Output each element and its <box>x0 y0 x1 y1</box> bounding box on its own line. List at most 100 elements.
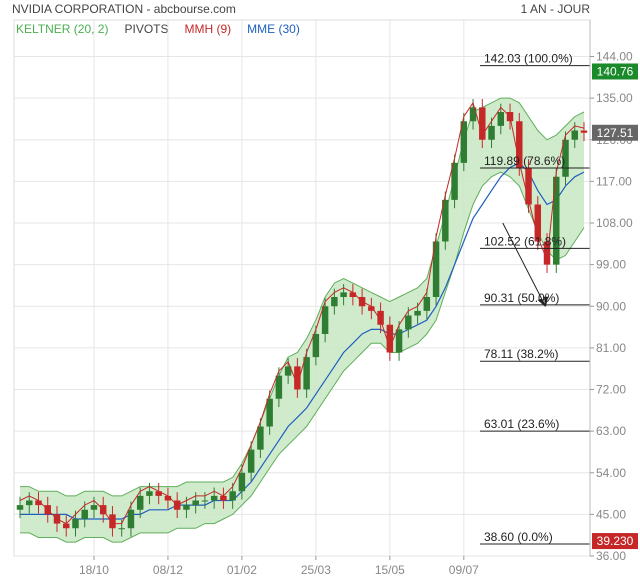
y-tick-label: 135.00 <box>596 91 633 105</box>
candle-body <box>405 315 412 330</box>
candle-body <box>543 241 551 265</box>
candle-body <box>62 523 70 529</box>
price-badge-high <box>592 63 638 80</box>
candle-body <box>553 176 560 265</box>
candle-body <box>257 426 264 450</box>
mmh-line <box>19 101 585 525</box>
fib-level-label: 78.11 (38.2%) <box>484 347 559 361</box>
candle-body <box>414 310 421 316</box>
x-tick-label: 09/07 <box>449 563 479 577</box>
candle-body <box>580 130 588 133</box>
candle-body <box>155 491 162 496</box>
candle-body <box>229 491 236 501</box>
candle-body <box>16 505 24 510</box>
candle-body <box>210 495 218 501</box>
y-tick-label: 72.00 <box>596 383 626 397</box>
y-tick-label: 45.00 <box>596 507 626 521</box>
trend-arrow <box>502 222 546 307</box>
candle-body <box>201 500 209 502</box>
candle-body <box>377 310 384 325</box>
x-tick-label: 25/03 <box>301 563 331 577</box>
candle-body <box>72 519 79 529</box>
candle-body <box>516 121 523 168</box>
price-badge-label: 39.230 <box>597 534 634 548</box>
y-tick-label: 117.00 <box>596 174 632 188</box>
keltner-lower-line <box>20 171 585 543</box>
candle-body <box>118 528 125 530</box>
price-badge-label: 127.51 <box>597 126 634 140</box>
fib-level-label: 63.01 (23.6%) <box>484 417 559 431</box>
candle-body <box>340 292 347 297</box>
legend-item[interactable]: MME (30) <box>247 22 300 36</box>
candle-body <box>192 500 199 506</box>
candle-body <box>136 495 144 510</box>
mme-line <box>20 162 585 520</box>
candle-body <box>284 366 292 376</box>
candle-body <box>386 324 394 353</box>
candle-body <box>349 292 357 297</box>
y-tick-label: 90.00 <box>596 299 626 313</box>
price-badge-label: 140.76 <box>597 64 634 78</box>
legend-item[interactable]: KELTNER (20, 2) <box>16 22 109 36</box>
candle-body <box>183 505 190 510</box>
candle-body <box>26 500 33 506</box>
y-tick-label: 36.00 <box>596 549 626 563</box>
candle-body <box>488 125 495 140</box>
trend-arrow-head <box>537 296 549 307</box>
candle-body <box>238 472 246 492</box>
chart-title: NVIDIA CORPORATION - abcbourse.com <box>12 2 236 16</box>
y-tick-label: 99.00 <box>596 258 626 272</box>
x-tick-label: 01/02 <box>227 563 257 577</box>
candle-body <box>423 297 431 311</box>
y-tick-label: 63.00 <box>596 424 626 438</box>
fib-level-label: 38.60 (0.0%) <box>484 530 553 544</box>
candle-body <box>469 107 477 122</box>
candle-body <box>35 500 42 506</box>
legend-item[interactable]: PIVOTS <box>124 22 169 36</box>
fib-level-label: 90.31 (50.0%) <box>484 291 559 305</box>
candle-body <box>571 130 578 140</box>
candle-body <box>109 514 116 529</box>
y-tick-label: 144.00 <box>596 50 633 64</box>
candle-body <box>266 398 273 427</box>
candle-body <box>460 121 468 163</box>
y-tick-label: 54.00 <box>596 466 626 480</box>
candle-body <box>81 509 88 519</box>
candle-body <box>312 334 320 358</box>
y-tick-label: 108.00 <box>596 216 633 230</box>
candle-body <box>275 375 283 399</box>
candle-body <box>321 306 329 334</box>
candle-body <box>442 199 449 242</box>
x-tick-label: 18/10 <box>79 563 109 577</box>
candle-body <box>534 204 542 242</box>
price-badge-low <box>592 533 638 550</box>
candle-body <box>525 167 532 205</box>
candle-body <box>164 495 172 501</box>
keltner-band-fill <box>20 98 584 543</box>
candle-body <box>395 329 403 353</box>
x-tick-label: 08/12 <box>153 563 183 577</box>
candle-body <box>479 107 486 140</box>
keltner-upper-line <box>20 97 585 497</box>
candle-body <box>127 509 135 529</box>
x-tick-label: 15/05 <box>375 563 405 577</box>
price-badge-last <box>592 124 638 141</box>
candle-body <box>294 366 301 390</box>
legend-item[interactable]: MMH (9) <box>184 22 232 36</box>
candle-body <box>432 241 440 297</box>
candle-body <box>331 297 338 307</box>
candle-body <box>497 112 505 126</box>
chart-period[interactable]: 1 AN - JOUR <box>520 2 590 16</box>
candle-body <box>451 162 458 200</box>
y-tick-label: 81.00 <box>596 341 626 355</box>
indicator-legend: KELTNER (20, 2) PIVOTS MMH (9) MME (30) <box>16 22 316 36</box>
fib-level-label: 142.03 (100.0%) <box>484 52 573 66</box>
fib-level-label: 119.89 (78.6%) <box>484 154 565 168</box>
fib-level-label: 102.52 (61.8%) <box>484 234 566 248</box>
candle-body <box>220 495 227 501</box>
candle-body <box>146 491 153 496</box>
candle-body <box>90 505 98 510</box>
candle-body <box>562 139 569 177</box>
candle-body <box>368 306 375 311</box>
